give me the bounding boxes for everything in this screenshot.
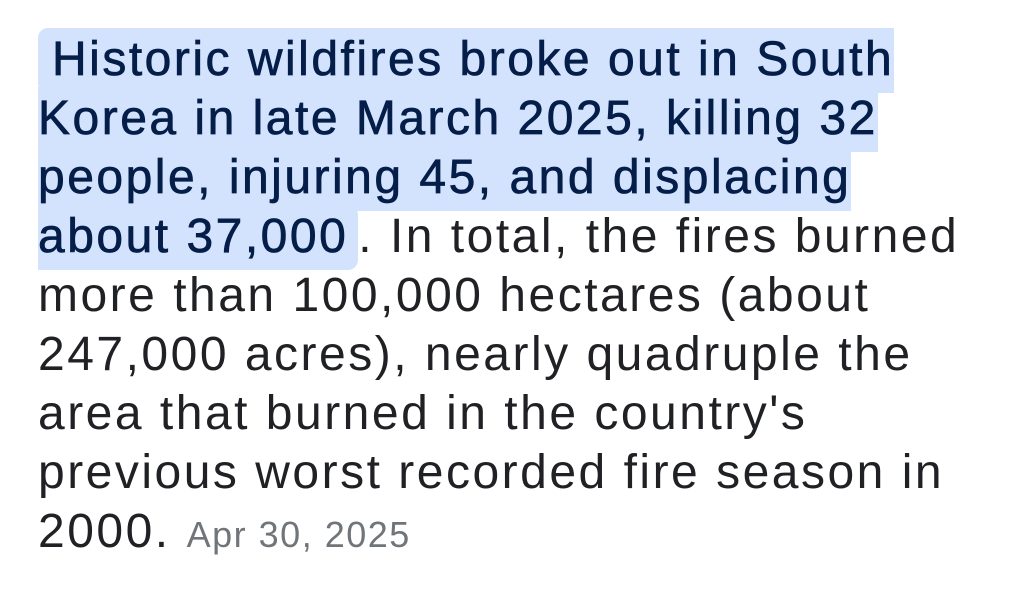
- answer-rest-text: . In total, the fires burned more than 1…: [38, 210, 960, 558]
- answer-date: Apr 30, 2025: [186, 514, 411, 555]
- highlighted-answer-text: Historic wildfires broke out in South Ko…: [38, 28, 895, 270]
- answer-paragraph: Historic wildfires broke out in South Ko…: [38, 28, 972, 564]
- answer-snippet: Historic wildfires broke out in South Ko…: [38, 28, 972, 564]
